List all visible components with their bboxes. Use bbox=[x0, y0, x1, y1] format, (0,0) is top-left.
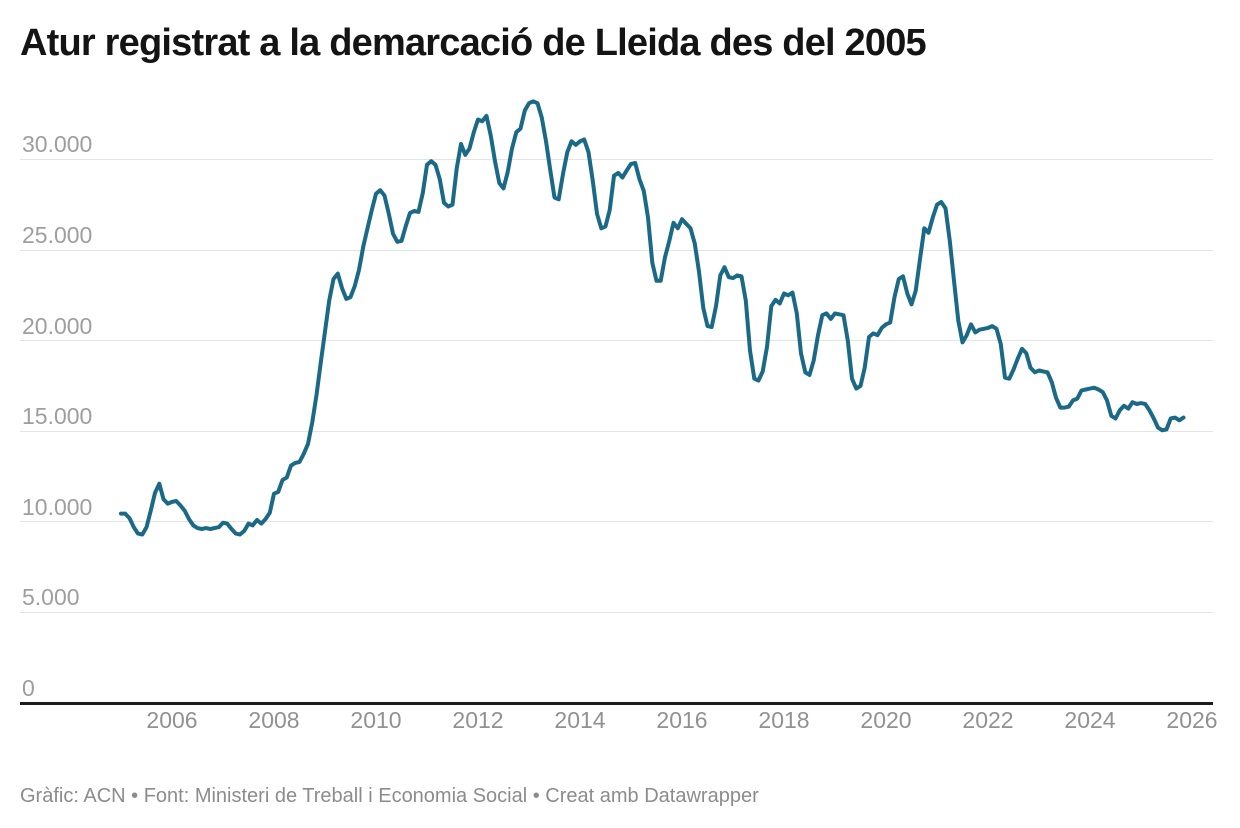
x-axis-baseline bbox=[20, 702, 1213, 705]
x-tick-2022: 2022 bbox=[962, 707, 1014, 733]
x-tick-2010: 2010 bbox=[350, 707, 402, 733]
y-tick-4: 20.000 bbox=[22, 312, 93, 339]
gridline-5.000 bbox=[20, 611, 1213, 613]
x-tick-2014: 2014 bbox=[554, 707, 606, 733]
x-tick-2006: 2006 bbox=[146, 707, 198, 733]
x-tick-2008: 2008 bbox=[248, 707, 300, 733]
x-tick-2012: 2012 bbox=[452, 707, 504, 733]
gridline-25.000 bbox=[20, 249, 1213, 251]
x-tick-2016: 2016 bbox=[656, 707, 708, 733]
x-tick-2018: 2018 bbox=[758, 707, 810, 733]
x-tick-2020: 2020 bbox=[860, 707, 912, 733]
gridline-30.000 bbox=[20, 158, 1213, 160]
page-title: Atur registrat a la demarcació de Lleida… bbox=[20, 22, 927, 64]
gridline-15.000 bbox=[20, 430, 1213, 432]
y-tick-6: 30.000 bbox=[22, 131, 93, 158]
y-tick-3: 15.000 bbox=[22, 403, 93, 430]
y-tick-5: 25.000 bbox=[22, 222, 93, 248]
x-tick-2024: 2024 bbox=[1064, 707, 1116, 733]
y-tick-1: 5.000 bbox=[22, 584, 80, 611]
gridline-20.000 bbox=[20, 340, 1213, 342]
gridline-10.000 bbox=[20, 521, 1213, 523]
y-tick-2: 10.000 bbox=[22, 493, 93, 520]
x-tick-2026: 2026 bbox=[1166, 707, 1218, 733]
chart-attribution: Gràfic: ACN • Font: Ministeri de Treball… bbox=[20, 785, 759, 807]
unemployment-line bbox=[119, 99, 1186, 537]
y-tick-0: 0 bbox=[22, 675, 35, 701]
